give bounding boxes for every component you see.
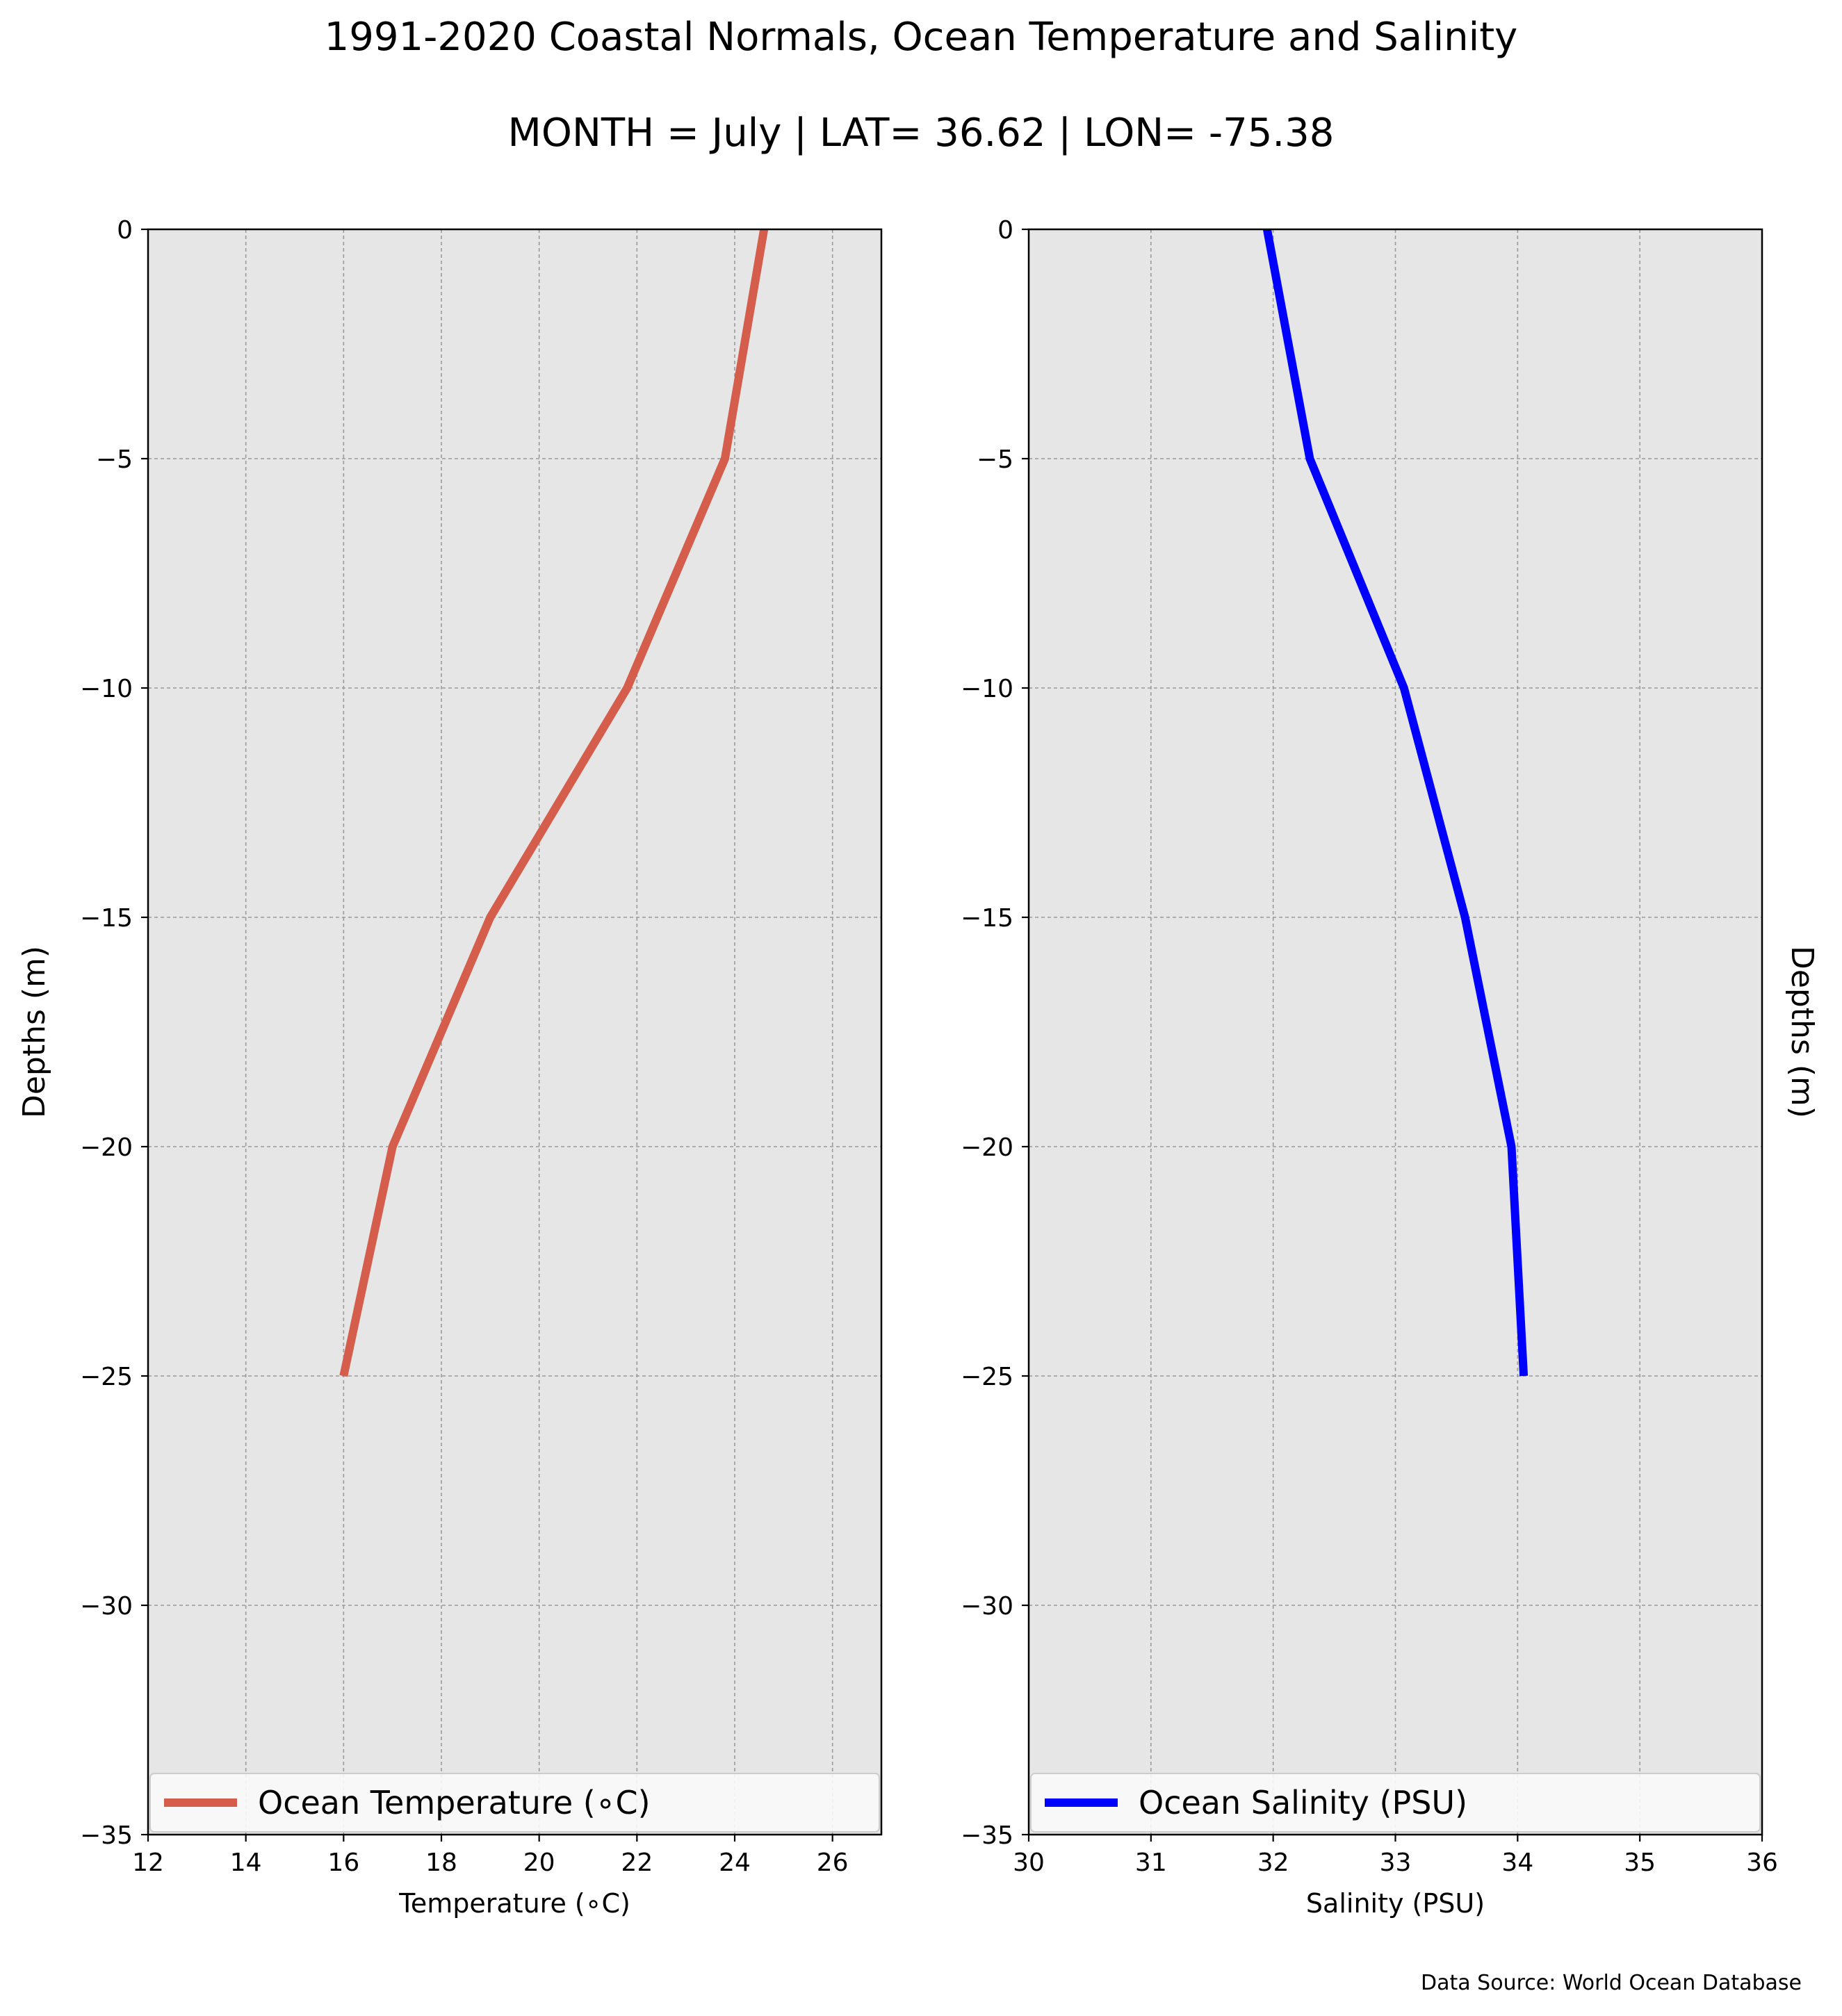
temperature-y-axis-label: Depths (m)	[17, 946, 52, 1118]
temperature-x-tick-label: 14	[230, 1849, 262, 1877]
temperature-x-tick-label: 12	[132, 1849, 164, 1877]
salinity-axes-frame	[1027, 228, 1763, 1836]
temperature-legend-label: Ocean Temperature (∘C)	[258, 1784, 651, 1821]
temperature-y-tick-label: −5	[96, 445, 133, 474]
temperature-x-tick-label: 18	[425, 1849, 457, 1877]
salinity-y-tick-label: −10	[961, 675, 1013, 703]
temperature-data-point	[343, 1375, 344, 1377]
temperature-y-tick-label: −35	[80, 1821, 133, 1850]
temperature-y-tick-label: −15	[80, 904, 133, 933]
temperature-legend-box	[149, 1773, 880, 1833]
temperature-data-point	[626, 687, 628, 689]
salinity-chart: 30 31 32 33 34 35 36 0 −5 −10 −15 −20 −25 −30 −35 Ocean…	[961, 216, 1820, 1919]
data-source-note: Data Source: World Ocean Database	[1421, 1971, 1802, 1995]
temperature-x-tick-label: 24	[719, 1849, 751, 1877]
temperature-y-tick-label: −10	[80, 675, 133, 703]
salinity-y-tick-label: −5	[977, 445, 1013, 474]
salinity-x-tick-label: 31	[1135, 1849, 1167, 1877]
salinity-x-tick-label: 30	[1013, 1849, 1045, 1877]
salinity-y-tick-label: −35	[961, 1821, 1013, 1850]
temperature-y-tick-label: 0	[117, 216, 133, 245]
salinity-series-line	[1263, 228, 1529, 1377]
temperature-chart: 12 14 16 18 20 22 24 26 0 −5 −10 −15 −20 −25 −30 −35 Oce…	[17, 216, 883, 1919]
temperature-x-tick-label: 22	[621, 1849, 653, 1877]
salinity-x-tick-label: 35	[1624, 1849, 1656, 1877]
salinity-y-tick-label: −30	[961, 1592, 1013, 1621]
temperature-x-tick-label: 26	[817, 1849, 849, 1877]
salinity-data-point	[1403, 687, 1405, 689]
salinity-y-tick-label: 0	[997, 216, 1013, 245]
figure-subtitle: MONTH = July | LAT= 36.62 | LON= -75.38	[508, 110, 1335, 156]
temperature-x-axis-label: Temperature (∘C)	[398, 1888, 630, 1919]
temperature-data-point	[489, 917, 491, 918]
temperature-axes-frame	[147, 228, 883, 1836]
salinity-x-tick-label: 33	[1380, 1849, 1412, 1877]
salinity-legend-box	[1030, 1773, 1761, 1833]
temperature-y-tick-label: −25	[80, 1363, 133, 1391]
temperature-series-line	[339, 228, 769, 1377]
salinity-y-tick-label: −25	[961, 1363, 1013, 1391]
temperature-x-tick-label: 16	[327, 1849, 359, 1877]
salinity-y-axis-label: Depths (m)	[1784, 946, 1820, 1118]
salinity-x-tick-label: 36	[1746, 1849, 1778, 1877]
salinity-x-axis-label: Salinity (PSU)	[1306, 1888, 1485, 1919]
salinity-legend-label: Ocean Salinity (PSU)	[1139, 1784, 1467, 1821]
salinity-x-tick-label: 34	[1501, 1849, 1533, 1877]
temperature-y-tick-label: −20	[80, 1133, 133, 1162]
temperature-plot-area	[148, 229, 881, 1835]
temperature-y-tick-label: −30	[80, 1592, 133, 1621]
salinity-y-tick-label: −15	[961, 904, 1013, 933]
salinity-x-tick-label: 32	[1257, 1849, 1289, 1877]
salinity-y-tick-label: −20	[961, 1133, 1013, 1162]
figure-title: 1991-2020 Coastal Normals, Ocean Tempera…	[325, 15, 1518, 60]
temperature-x-tick-label: 20	[523, 1849, 555, 1877]
